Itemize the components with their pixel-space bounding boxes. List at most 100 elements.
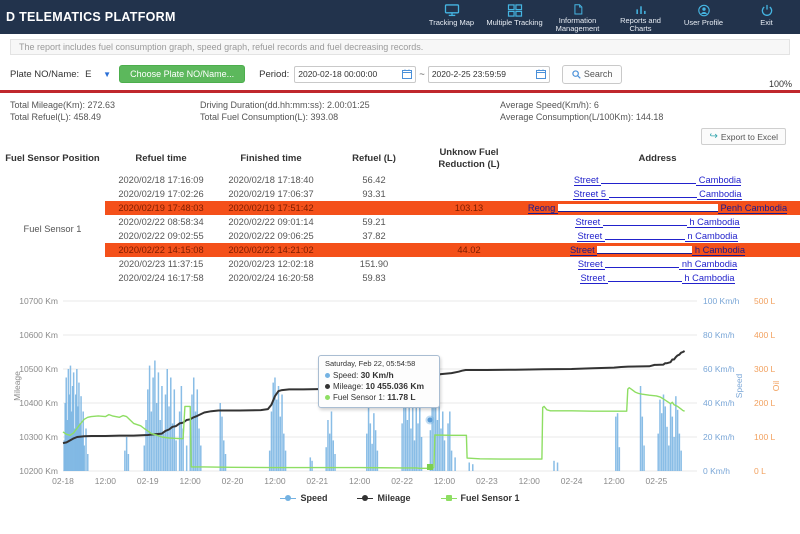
mileage-axis-tick: 10300 Km: [19, 432, 58, 442]
speed-bar: [421, 437, 423, 471]
speed-bar: [145, 420, 147, 471]
oil-axis-tick: 200 L: [754, 398, 776, 408]
reduction-amount-cell: [423, 229, 515, 243]
refuel-amount-cell: 59.21: [325, 215, 423, 229]
plate-select-value[interactable]: E: [85, 69, 103, 80]
address-link[interactable]: Street h Cambodia: [570, 245, 745, 255]
legend-item-fuel-sensor-1[interactable]: Fuel Sensor 1: [441, 493, 520, 503]
calendar-icon[interactable]: [536, 69, 546, 79]
app-title: D TELEMATICS PLATFORM: [0, 10, 176, 24]
legend-marker: [357, 494, 373, 503]
speed-bar: [144, 446, 146, 472]
mileage-axis-tick: 10200 Km: [19, 466, 58, 476]
speed-bar: [158, 372, 160, 471]
monitor-icon: [444, 4, 460, 17]
reduction-amount-cell: 103.13: [423, 201, 515, 215]
speed-bar: [643, 446, 645, 472]
nav-item-information-management[interactable]: Information Management: [546, 0, 609, 34]
speed-bar: [193, 378, 195, 472]
period-from-input[interactable]: 2020-02-18 00:00:00: [294, 66, 416, 83]
speed-bar: [276, 400, 278, 471]
speed-bar: [468, 463, 470, 472]
nav-item-multiple-tracking[interactable]: Multiple Tracking: [483, 0, 546, 34]
speed-bar: [161, 386, 163, 471]
speed-bar: [329, 434, 331, 471]
table-row[interactable]: 2020/02/24 16:17:582020/02/24 16:20:5859…: [0, 271, 800, 285]
speed-bar: [557, 463, 559, 472]
search-button[interactable]: Search: [562, 65, 623, 84]
table-row[interactable]: 2020/02/22 14:15:082020/02/22 14:21:0244…: [0, 243, 800, 257]
legend-item-speed[interactable]: Speed: [280, 493, 327, 503]
export-to-excel-button[interactable]: ↪ Export to Excel: [701, 128, 786, 145]
fuel-sensor-position-cell: Fuel Sensor 1: [0, 173, 105, 285]
speed-axis-tick: 60 Km/h: [703, 364, 735, 374]
mileage-axis-title: Mileage: [12, 371, 22, 401]
speed-bar: [272, 383, 274, 471]
x-axis-tick: 02-23: [476, 476, 498, 486]
speed-bar: [87, 454, 89, 471]
speed-bar: [311, 461, 313, 471]
nav-item-user-profile[interactable]: User Profile: [672, 0, 735, 34]
series-color-dot: [325, 373, 330, 378]
address-link[interactable]: Street h Cambodia: [575, 217, 739, 227]
address-link[interactable]: Street nh Cambodia: [578, 259, 737, 269]
grid-icon: [507, 4, 523, 17]
speed-bar: [198, 429, 200, 472]
speed-bar: [327, 420, 329, 471]
speed-bar: [679, 434, 681, 471]
speed-bar: [331, 412, 333, 472]
finished-time-cell: 2020/02/24 16:20:58: [217, 271, 325, 285]
table-row[interactable]: 2020/02/19 17:02:262020/02/19 17:06:3793…: [0, 187, 800, 201]
document-icon: [570, 4, 586, 15]
address-link[interactable]: Street Cambodia: [574, 175, 741, 185]
speed-bar: [174, 389, 176, 471]
filter-bar: Plate NO/Name: E ▼ Choose Plate NO/Name.…: [10, 63, 790, 85]
nav-item-exit[interactable]: Exit: [735, 0, 798, 34]
nav-item-reports-and-charts[interactable]: Reports and Charts: [609, 0, 672, 34]
table-row[interactable]: 2020/02/22 08:58:342020/02/22 09:01:1459…: [0, 215, 800, 229]
address-link[interactable]: Street h Cambodia: [580, 273, 734, 283]
speed-bar: [444, 440, 446, 471]
oil-axis-tick: 300 L: [754, 364, 776, 374]
legend-item-mileage[interactable]: Mileage: [357, 493, 410, 503]
calendar-icon[interactable]: [402, 69, 412, 79]
speed-bar: [274, 378, 276, 472]
speed-bar: [657, 434, 659, 471]
choose-plate-button[interactable]: Choose Plate NO/Name...: [119, 65, 245, 83]
column-header: Unknow Fuel Reduction (L): [423, 145, 515, 173]
speed-bar: [553, 461, 555, 471]
speed-bar: [408, 400, 410, 471]
summary-stat: Average Consumption(L/100Km): 144.18: [500, 111, 663, 123]
refuel-records-table: Fuel Sensor PositionRefuel timeFinished …: [0, 145, 800, 285]
table-row[interactable]: 2020/02/19 17:48:032020/02/19 17:51:4210…: [0, 201, 800, 215]
table-row[interactable]: 2020/02/22 09:02:552020/02/22 09:06:2537…: [0, 229, 800, 243]
x-axis-tick: 12:00: [349, 476, 371, 486]
address-link[interactable]: Street n Cambodia: [577, 231, 737, 241]
speed-bar: [416, 406, 418, 471]
speed-bar: [152, 378, 154, 472]
finished-time-cell: 2020/02/19 17:06:37: [217, 187, 325, 201]
fuel-hover-square: [427, 464, 433, 470]
address-link[interactable]: Street 5 Cambodia: [573, 189, 741, 199]
speed-bar: [640, 386, 642, 471]
refuel-time-cell: 2020/02/19 17:48:03: [105, 201, 217, 215]
table-header-row: Fuel Sensor PositionRefuel timeFinished …: [0, 145, 800, 173]
speed-bar: [410, 429, 412, 472]
speed-bar: [368, 406, 370, 471]
speed-bar: [85, 429, 87, 472]
address-link[interactable]: Reong Penh Cambodia: [528, 203, 787, 213]
x-axis-tick: 12:00: [434, 476, 456, 486]
speed-bar: [281, 395, 283, 472]
speed-bar: [447, 423, 449, 471]
speed-bar: [151, 412, 153, 472]
nav-item-tracking-map[interactable]: Tracking Map: [420, 0, 483, 34]
chevron-down-icon[interactable]: ▼: [103, 70, 111, 79]
table-row[interactable]: Fuel Sensor 12020/02/18 17:16:092020/02/…: [0, 173, 800, 187]
speed-bar: [280, 417, 282, 471]
speed-bar: [454, 457, 456, 471]
table-row[interactable]: 2020/02/23 11:37:152020/02/23 12:02:1815…: [0, 257, 800, 271]
speed-bar: [159, 420, 161, 471]
nav-item-label: User Profile: [684, 19, 723, 28]
speed-bar: [417, 423, 419, 471]
period-to-input[interactable]: 2020-2-25 23:59:59: [428, 66, 550, 83]
